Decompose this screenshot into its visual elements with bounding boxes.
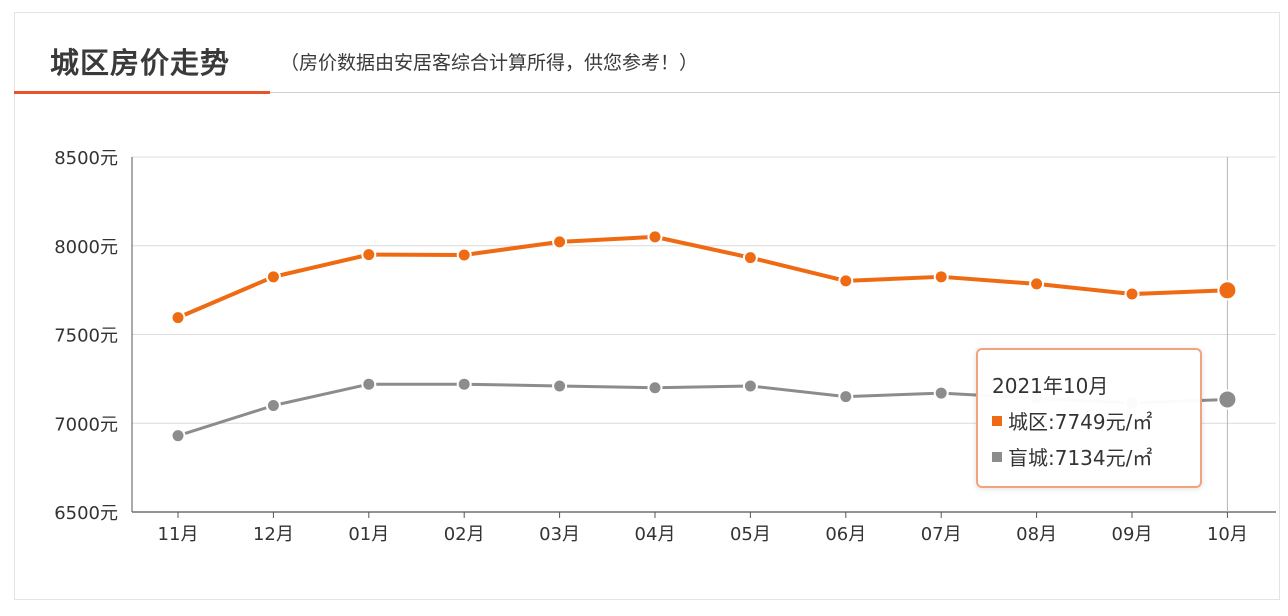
header-divider: [14, 92, 1280, 93]
chart-header: 城区房价走势 （房价数据由安居客综合计算所得，供您参考！）: [14, 12, 1280, 96]
x-tick-label: 12月: [253, 524, 294, 545]
data-point: [170, 428, 186, 444]
data-point: [361, 376, 377, 392]
data-point: [265, 269, 281, 285]
y-tick-label: 6500元: [54, 503, 118, 524]
data-point: [170, 310, 186, 326]
data-point: [1124, 286, 1140, 302]
tooltip-row-county: 盲城:7134元/㎡: [992, 442, 1152, 471]
x-tick-label: 11月: [158, 524, 199, 545]
x-tick-label: 05月: [730, 524, 771, 545]
tooltip-row-city: 城区:7749元/㎡: [992, 406, 1152, 435]
x-tick-label: 09月: [1112, 524, 1153, 545]
tooltip-series-marker: [992, 451, 1002, 462]
x-tick-label: 08月: [1016, 524, 1057, 545]
x-tick-label: 10月: [1207, 524, 1248, 545]
x-tick-label: 02月: [444, 524, 485, 545]
x-tick-label: 06月: [825, 524, 866, 545]
data-point: [552, 378, 568, 394]
tooltip-title: 2021年10月: [992, 374, 1109, 398]
tooltip-row-text: 盲城:7134元/㎡: [1008, 446, 1153, 470]
chart-title: 城区房价走势: [50, 46, 231, 80]
y-tick-label: 8500元: [54, 148, 118, 169]
data-point: [838, 273, 854, 289]
data-point: [456, 376, 472, 392]
data-point: [552, 234, 568, 250]
chart-card: [14, 12, 1280, 600]
data-point: [1029, 276, 1045, 292]
x-tick-label: 04月: [635, 524, 676, 545]
x-tick-label: 03月: [539, 524, 580, 545]
tooltip-series-marker: [992, 415, 1002, 426]
data-point: [1217, 389, 1238, 410]
x-tick-label: 01月: [348, 524, 389, 545]
x-tick-label: 07月: [921, 524, 962, 545]
data-point: [265, 398, 281, 413]
y-tick-label: 8000元: [54, 237, 118, 258]
data-point: [933, 385, 949, 401]
data-point: [742, 378, 758, 394]
data-point: [1217, 280, 1238, 301]
data-point: [647, 380, 663, 396]
data-point: [361, 247, 377, 263]
header-accent-underline: [14, 91, 270, 94]
data-point: [838, 389, 854, 405]
chart-subtitle: （房价数据由安居客综合计算所得，供您参考！）: [280, 52, 699, 74]
data-point: [933, 269, 949, 285]
y-tick-label: 7500元: [54, 326, 118, 347]
data-point: [647, 229, 663, 245]
tooltip-row-text: 城区:7749元/㎡: [1008, 410, 1153, 434]
data-point: [456, 247, 472, 263]
data-tooltip: 2021年10月 城区:7749元/㎡ 盲城:7134元/㎡: [976, 348, 1202, 488]
series-line: [177, 234, 1228, 320]
data-point: [742, 250, 758, 266]
y-tick-label: 7000元: [54, 414, 118, 435]
